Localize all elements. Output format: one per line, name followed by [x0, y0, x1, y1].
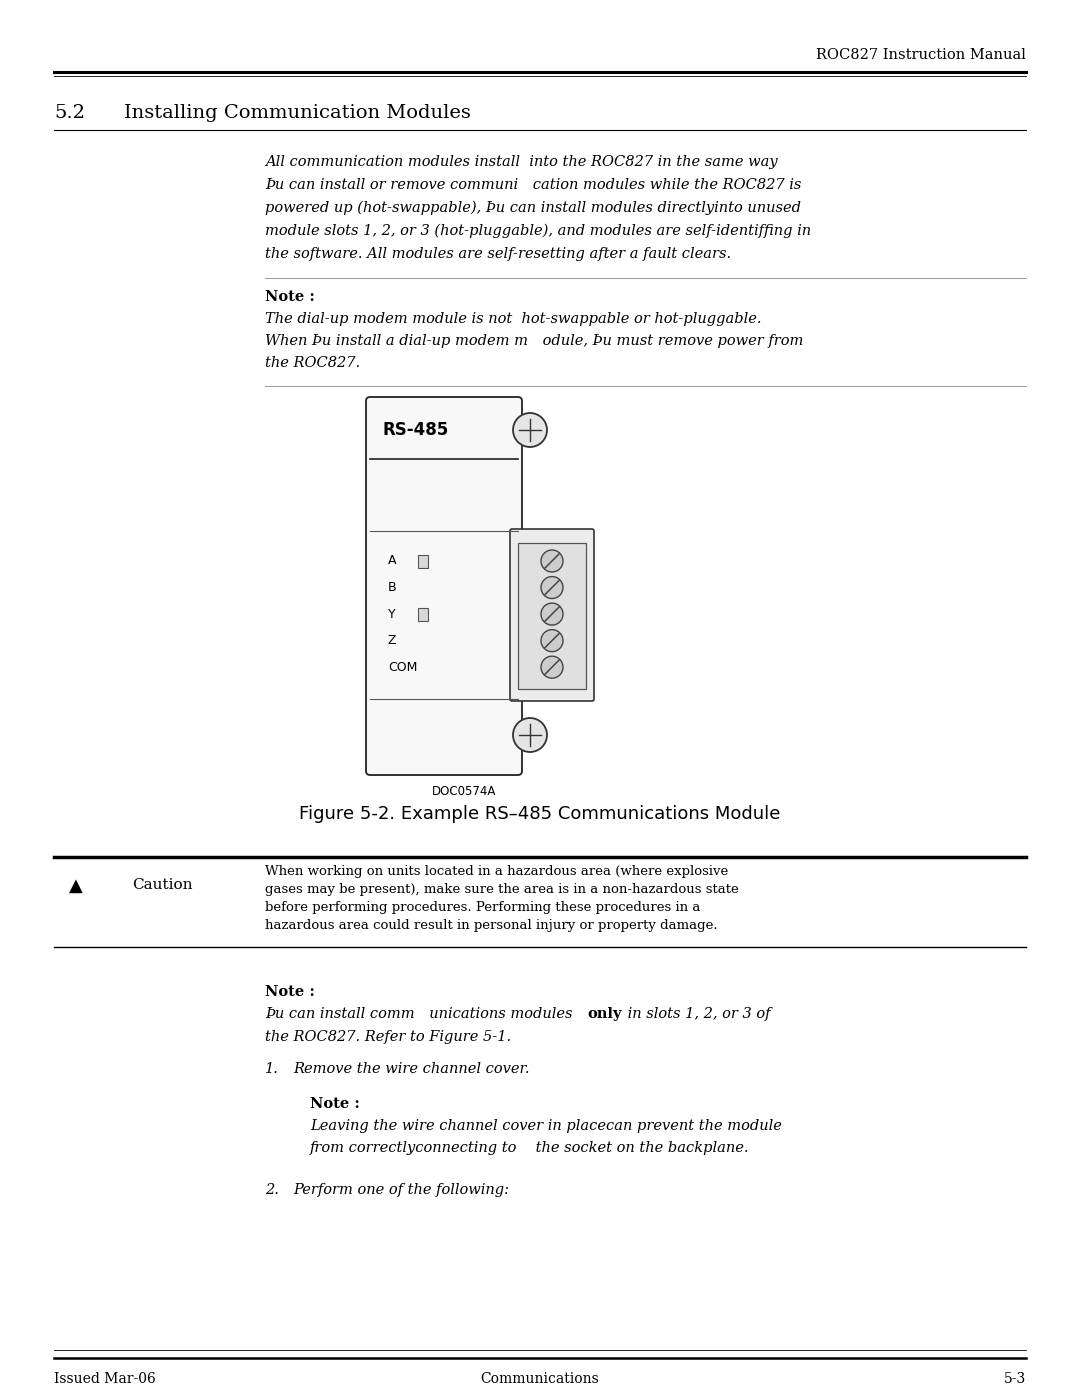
Text: Y: Y: [388, 608, 395, 620]
Text: only: only: [588, 1007, 621, 1021]
Text: B: B: [388, 581, 396, 594]
Text: Leaving the wire channel cover in place​can prevent the module: Leaving the wire channel cover in place​…: [310, 1119, 782, 1133]
Text: in slots 1, 2, or 3 of: in slots 1, 2, or 3 of: [623, 1007, 770, 1021]
Text: Caution: Caution: [132, 877, 192, 893]
Text: before performing procedures. Performing these procedures in a: before performing procedures. Performing…: [265, 901, 700, 914]
Text: DOC0574A: DOC0574A: [432, 785, 496, 798]
Text: Note :: Note :: [265, 291, 315, 305]
Text: The dial-up modem module is not  hot-swappable or hot-pluggable.: The dial-up modem module is not hot-swap…: [265, 312, 761, 326]
Text: COM: COM: [388, 661, 417, 673]
Circle shape: [541, 577, 563, 598]
Circle shape: [541, 550, 563, 571]
Circle shape: [541, 630, 563, 651]
Text: Note :: Note :: [265, 985, 315, 999]
Text: gases may be present), make sure the area is in a non-hazardous state: gases may be present), make sure the are…: [265, 883, 739, 895]
Text: Perform one of the following:: Perform one of the following:: [293, 1183, 509, 1197]
Text: module slots 1, 2, or 3 (hot-pluggable), and modules are self-identifﬁng in: module slots 1, 2, or 3 (hot-pluggable),…: [265, 224, 811, 239]
Text: the ROC827. Refer to Figure 5-1.: the ROC827. Refer to Figure 5-1.: [265, 1030, 511, 1044]
Bar: [518, 543, 586, 689]
Text: Z: Z: [388, 634, 396, 647]
Text: the ROC827.: the ROC827.: [265, 356, 360, 370]
Text: RS-485: RS-485: [382, 420, 448, 439]
Circle shape: [513, 718, 546, 752]
Text: Remove the wire channel cover.: Remove the wire channel cover.: [293, 1062, 529, 1076]
Text: 1.: 1.: [265, 1062, 279, 1076]
Text: A: A: [388, 555, 396, 567]
Text: ▲: ▲: [69, 877, 83, 895]
Text: powered up (hot-swappable), Þu can install modules directly​into unused: powered up (hot-swappable), Þu can insta…: [265, 201, 801, 215]
Circle shape: [541, 604, 563, 624]
Text: When Þu install a dial-up modem m odule, Þu must remove power from: When Þu install a dial-up modem m odule,…: [265, 334, 804, 348]
Text: 5-3: 5-3: [1003, 1372, 1026, 1386]
Circle shape: [513, 414, 546, 447]
Text: Figure 5-2. Example RS–485 Communications Module: Figure 5-2. Example RS–485 Communication…: [299, 805, 781, 823]
Text: the software. All modules are self-resetting after a fault clears.: the software. All modules are self-reset…: [265, 247, 731, 261]
Text: When working on units located in a hazardous area (where explosive: When working on units located in a hazar…: [265, 865, 728, 877]
Text: All communication modules install  into the ROC827 in the same way: All communication modules install into t…: [265, 155, 778, 169]
Text: Communications: Communications: [481, 1372, 599, 1386]
FancyBboxPatch shape: [366, 397, 522, 775]
Text: Installing Communication Modules: Installing Communication Modules: [124, 103, 471, 122]
Circle shape: [541, 657, 563, 678]
FancyBboxPatch shape: [510, 529, 594, 701]
Bar: [418, 555, 428, 569]
Text: from correctly​connecting to  the socket on the backplane.: from correctly​connecting to the socket …: [310, 1141, 750, 1155]
Text: Note :: Note :: [310, 1097, 360, 1111]
Text: 2.: 2.: [265, 1183, 279, 1197]
Text: Þu can install comm unications modules: Þu can install comm unications modules: [265, 1007, 577, 1021]
Text: 5.2: 5.2: [54, 103, 85, 122]
Bar: [418, 608, 428, 622]
Text: hazardous area could result in personal injury or property damage.: hazardous area could result in personal …: [265, 919, 717, 932]
Text: Issued Mar-06: Issued Mar-06: [54, 1372, 156, 1386]
Text: Þu can install or remove communi cation modules while the ROC827 is: Þu can install or remove communi cation …: [265, 177, 801, 191]
Text: ROC827 Instruction Manual: ROC827 Instruction Manual: [816, 47, 1026, 61]
